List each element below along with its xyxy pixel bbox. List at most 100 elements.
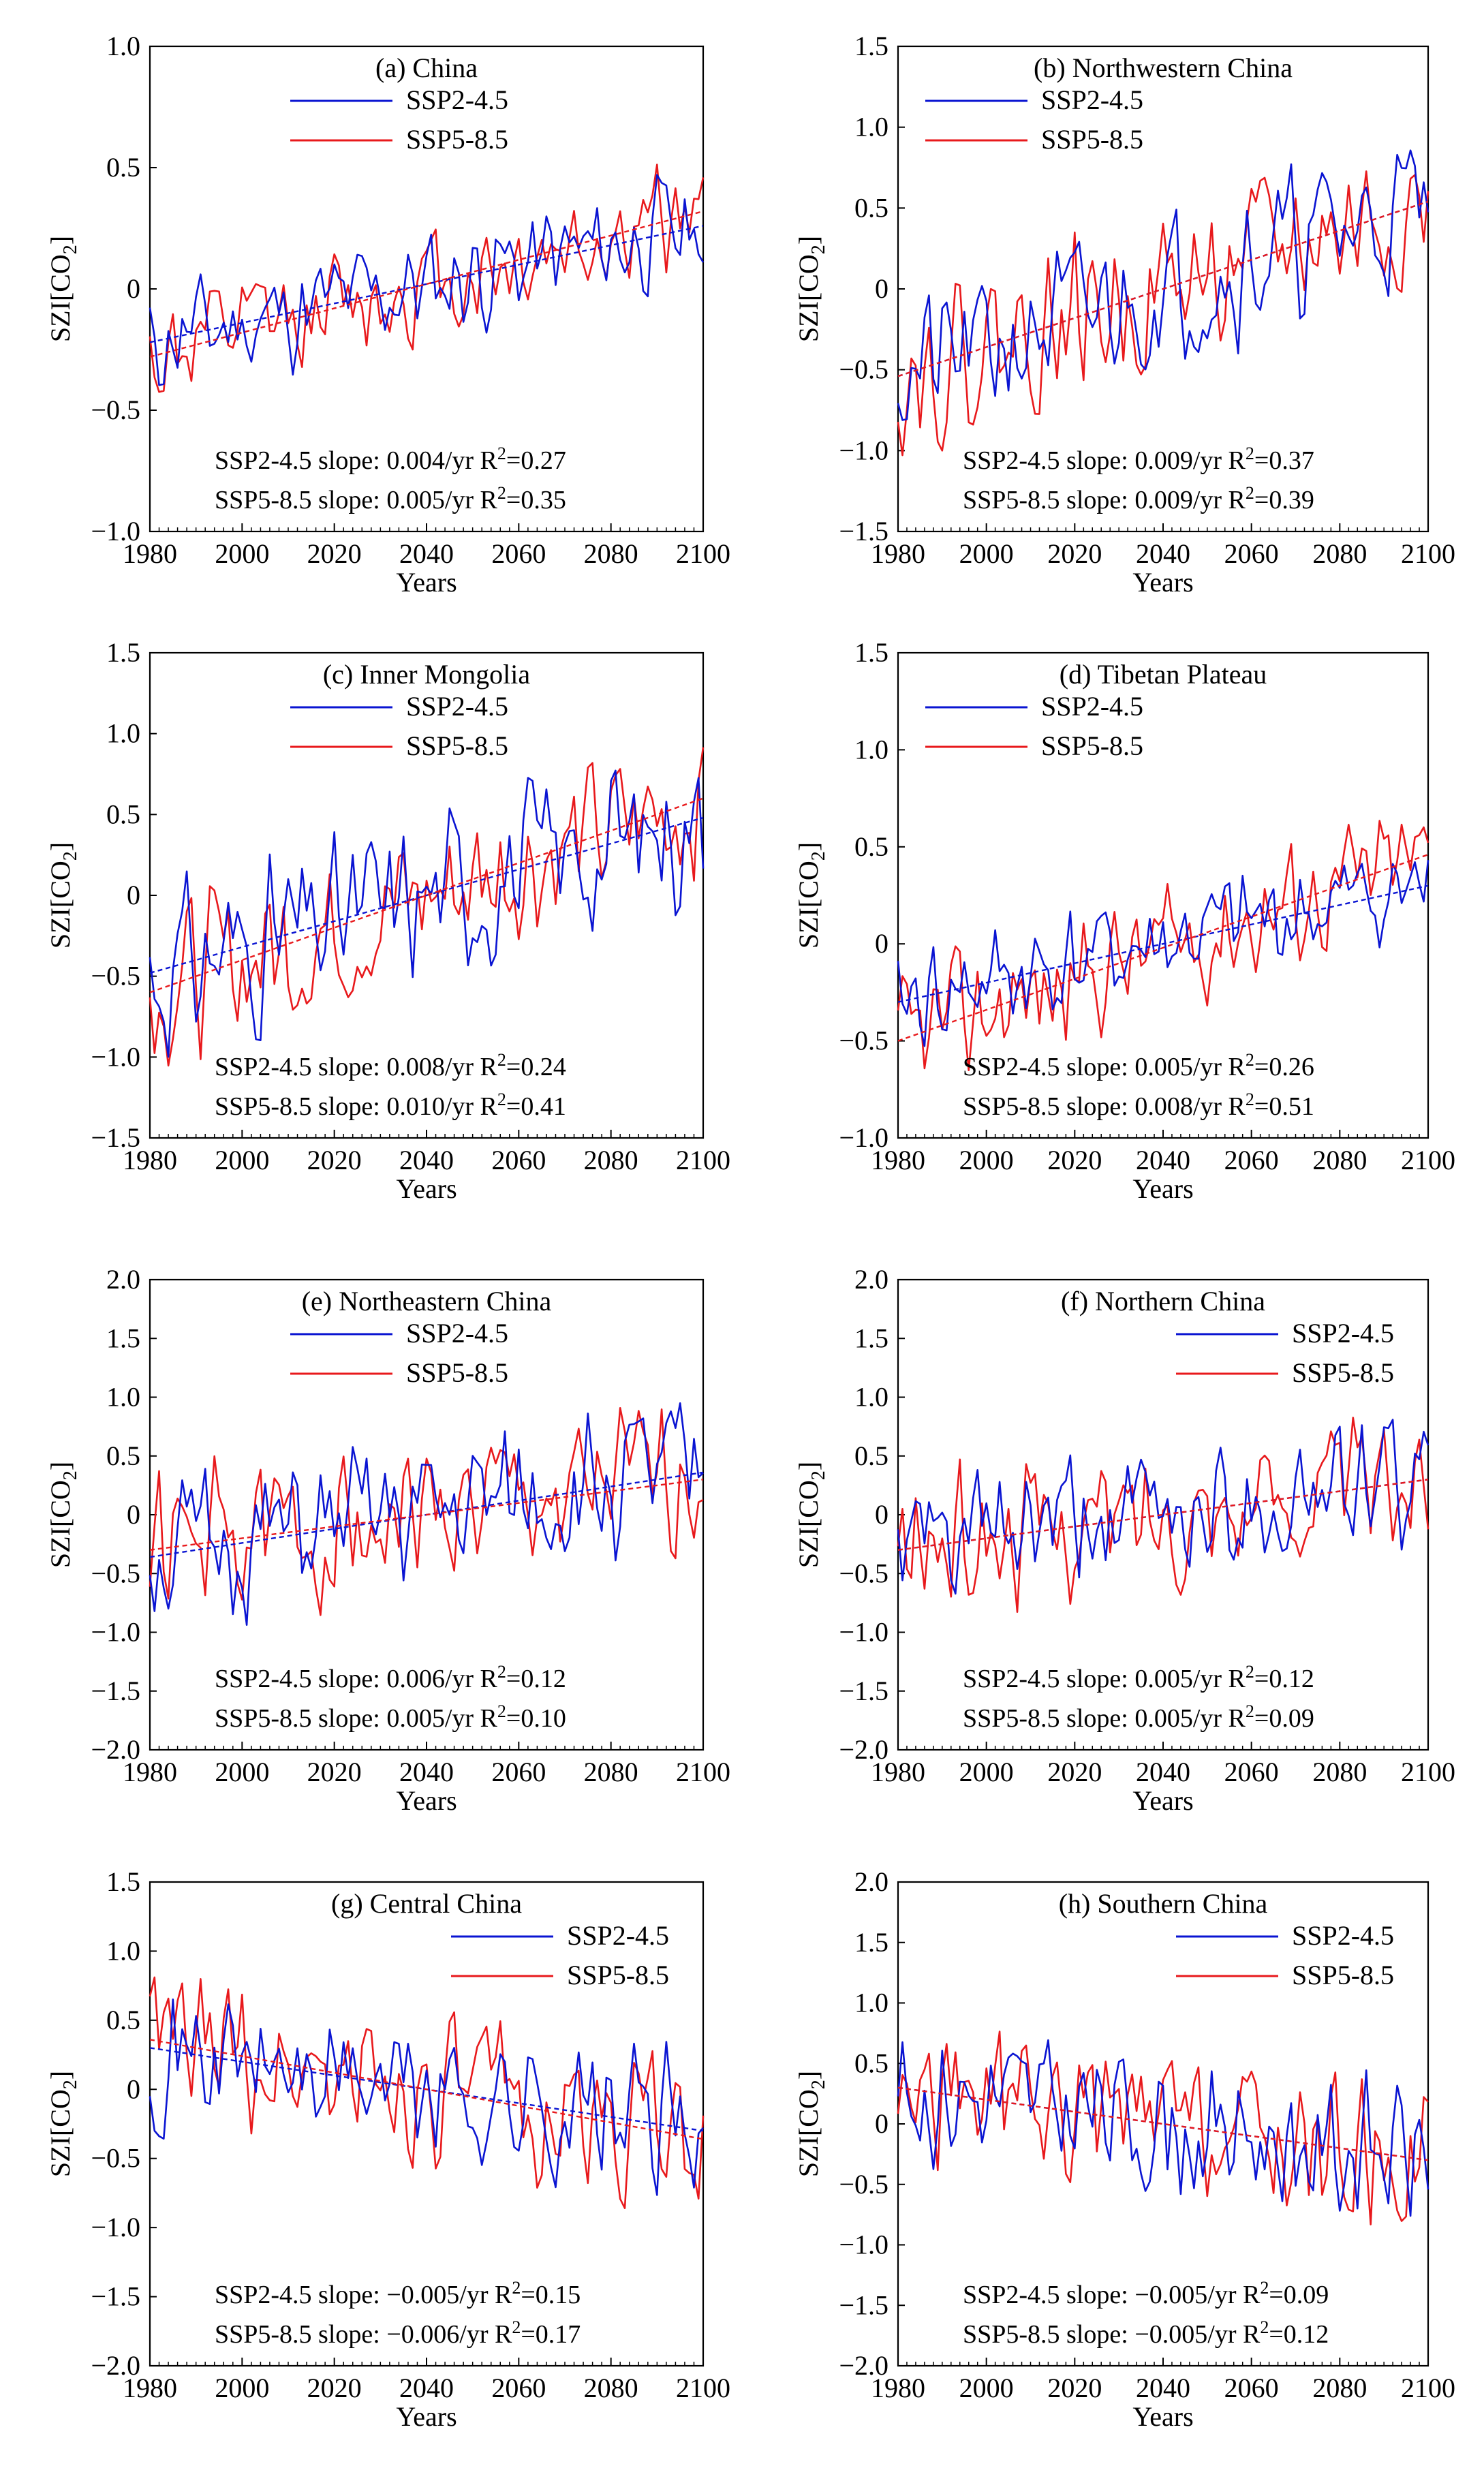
- x-tick-label: 2020: [1047, 1757, 1102, 1787]
- x-tick-label: 2020: [1047, 1145, 1102, 1175]
- legend-label: SSP2-4.5: [1041, 691, 1143, 722]
- y-tick-label: −2.0: [91, 1734, 140, 1765]
- trend-line-ssp245: [149, 816, 704, 974]
- y-tick-label: 0: [127, 273, 140, 304]
- x-tick-label: 2040: [1136, 1145, 1190, 1175]
- y-axis-label: SZI[CO2]: [45, 842, 81, 948]
- series-line-ssp585: [897, 820, 1429, 1071]
- legend-label: SSP5-8.5: [406, 1357, 508, 1388]
- trend-line-ssp585: [149, 210, 704, 358]
- stat-annotation: SSP5-8.5 slope: 0.005/yr R2=0.10: [215, 1701, 566, 1733]
- x-tick-label: 2000: [215, 1145, 269, 1175]
- y-axis-label: SZI[CO2]: [793, 842, 829, 948]
- y-tick-label: 2.0: [854, 1866, 888, 1897]
- x-tick-label: 2080: [1312, 538, 1367, 569]
- x-tick-label: 2040: [399, 1145, 454, 1175]
- x-tick-label: 2020: [307, 1757, 362, 1787]
- trend-line-ssp585: [897, 854, 1429, 1042]
- panel-title: (e) Northeastern China: [302, 1286, 552, 1316]
- panel-b: −1.5 −1.0 −0.5 0 0.5 1.0 1.5 1980 2000 2020 2040 20…: [793, 31, 1455, 598]
- series-line-ssp245: [897, 149, 1429, 421]
- legend-label: SSP2-4.5: [1292, 1318, 1394, 1348]
- stat-annotation: SSP2-4.5 slope: 0.005/yr R2=0.12: [963, 1662, 1314, 1693]
- y-tick-label: 2.0: [854, 1264, 888, 1295]
- x-tick-label: 2100: [676, 538, 730, 569]
- series-line-ssp585: [149, 747, 705, 1067]
- y-tick-label: −1.0: [839, 1122, 888, 1153]
- legend-label: SSP5-8.5: [1292, 1960, 1394, 1990]
- legend-label: SSP2-4.5: [406, 84, 508, 115]
- panel-a: −1.0 −0.5 0 0.5 1.0 1980 2000 2020 2040 2060 2080 2…: [45, 31, 730, 598]
- stat-annotation: SSP5-8.5 slope: 0.010/yr R2=0.41: [215, 1090, 566, 1121]
- legend-label: SSP2-4.5: [567, 1920, 669, 1951]
- y-tick-label: −2.0: [91, 2350, 140, 2381]
- y-tick-label: 1.5: [854, 637, 888, 668]
- x-tick-label: 2000: [215, 1757, 269, 1787]
- y-tick-label: 0.5: [106, 2005, 140, 2035]
- y-axis-label: SZI[CO2]: [793, 2071, 829, 2177]
- x-tick-label: 2040: [1136, 538, 1190, 569]
- x-tick-label: 2060: [1224, 1757, 1279, 1787]
- series-line-ssp585: [149, 164, 705, 393]
- y-tick-label: −0.5: [839, 354, 888, 385]
- legend-label: SSP2-4.5: [406, 1318, 508, 1348]
- x-tick-label: 2060: [491, 1757, 546, 1787]
- series-line-ssp585: [897, 2031, 1429, 2225]
- x-tick-label: 2020: [1047, 538, 1102, 569]
- x-tick-label: 2080: [1312, 1757, 1367, 1787]
- stat-annotation: SSP5-8.5 slope: 0.005/yr R2=0.35: [215, 483, 566, 514]
- panel-title: (d) Tibetan Plateau: [1060, 659, 1267, 690]
- y-tick-label: 1.0: [106, 1382, 140, 1413]
- x-tick-label: 2060: [491, 1145, 546, 1175]
- y-tick-label: 0.5: [854, 2048, 888, 2078]
- x-tick-label: 2060: [1224, 1145, 1279, 1175]
- series-line-ssp245: [149, 769, 705, 1058]
- y-tick-label: 2.0: [106, 1264, 140, 1295]
- x-axis-label: Years: [1132, 567, 1193, 598]
- y-tick-label: −0.5: [91, 961, 140, 991]
- stat-annotation: SSP5-8.5 slope: 0.009/yr R2=0.39: [963, 483, 1314, 514]
- panel-title: (h) Southern China: [1059, 1888, 1268, 1919]
- panel-e: −2.0 −1.5 −1.0 −0.5 0 0.5 1.0 1.5 2.0 1980 2000 202…: [45, 1264, 730, 1816]
- x-tick-label: 2020: [307, 2373, 362, 2403]
- x-tick-label: 2080: [584, 1145, 638, 1175]
- series-line-ssp245: [149, 174, 705, 386]
- series-line-ssp585: [149, 1407, 704, 1616]
- stat-annotation: SSP2-4.5 slope: 0.006/yr R2=0.12: [215, 1662, 566, 1693]
- y-tick-label: 0.5: [854, 192, 888, 223]
- y-tick-label: −1.5: [91, 1676, 140, 1706]
- x-tick-label: 2040: [399, 2373, 454, 2403]
- legend-label: SSP5-8.5: [406, 730, 508, 761]
- x-tick-label: 2000: [215, 538, 269, 569]
- x-tick-label: 2040: [1136, 1757, 1190, 1787]
- x-tick-label: 2100: [676, 1757, 730, 1787]
- y-tick-label: −1.0: [839, 2230, 888, 2260]
- x-tick-label: 2000: [959, 2373, 1014, 2403]
- x-tick-label: 1980: [123, 2373, 177, 2403]
- y-tick-label: 1.5: [106, 1866, 140, 1897]
- series-line-ssp585: [149, 1976, 705, 2209]
- y-tick-label: 0: [127, 2073, 140, 2104]
- y-tick-label: 0.5: [106, 152, 140, 183]
- trend-line-ssp585: [897, 1479, 1429, 1551]
- panel-d: −1.0 −0.5 0 0.5 1.0 1.5 1980 2000 2020 2040 2060 20…: [793, 637, 1455, 1204]
- y-axis-label: SZI[CO2]: [793, 236, 829, 342]
- panel-title: (b) Northwestern China: [1034, 52, 1293, 83]
- legend-label: SSP5-8.5: [567, 1960, 669, 1990]
- panel-title: (c) Inner Mongolia: [323, 659, 531, 690]
- y-tick-label: 0: [127, 1499, 140, 1530]
- stat-annotation: SSP5-8.5 slope: −0.005/yr R2=0.12: [963, 2317, 1329, 2349]
- y-tick-label: 1.5: [106, 637, 140, 668]
- x-tick-label: 2060: [1224, 2373, 1279, 2403]
- trend-line-ssp245: [149, 225, 704, 343]
- x-tick-label: 2000: [959, 538, 1014, 569]
- y-tick-label: 0: [875, 273, 888, 304]
- series-line-ssp585: [897, 170, 1429, 457]
- y-tick-label: −2.0: [839, 2350, 888, 2381]
- x-tick-label: 2000: [215, 2373, 269, 2403]
- panel-c: −1.5 −1.0 −0.5 0 0.5 1.0 1.5 1980 2000 2020 2040 20…: [45, 637, 730, 1204]
- panel-f: −2.0 −1.5 −1.0 −0.5 0 0.5 1.0 1.5 2.0 1980 2000 202…: [793, 1264, 1455, 1816]
- y-tick-label: −1.0: [839, 1617, 888, 1648]
- x-tick-label: 2080: [1312, 1145, 1367, 1175]
- y-tick-label: −1.5: [91, 1122, 140, 1153]
